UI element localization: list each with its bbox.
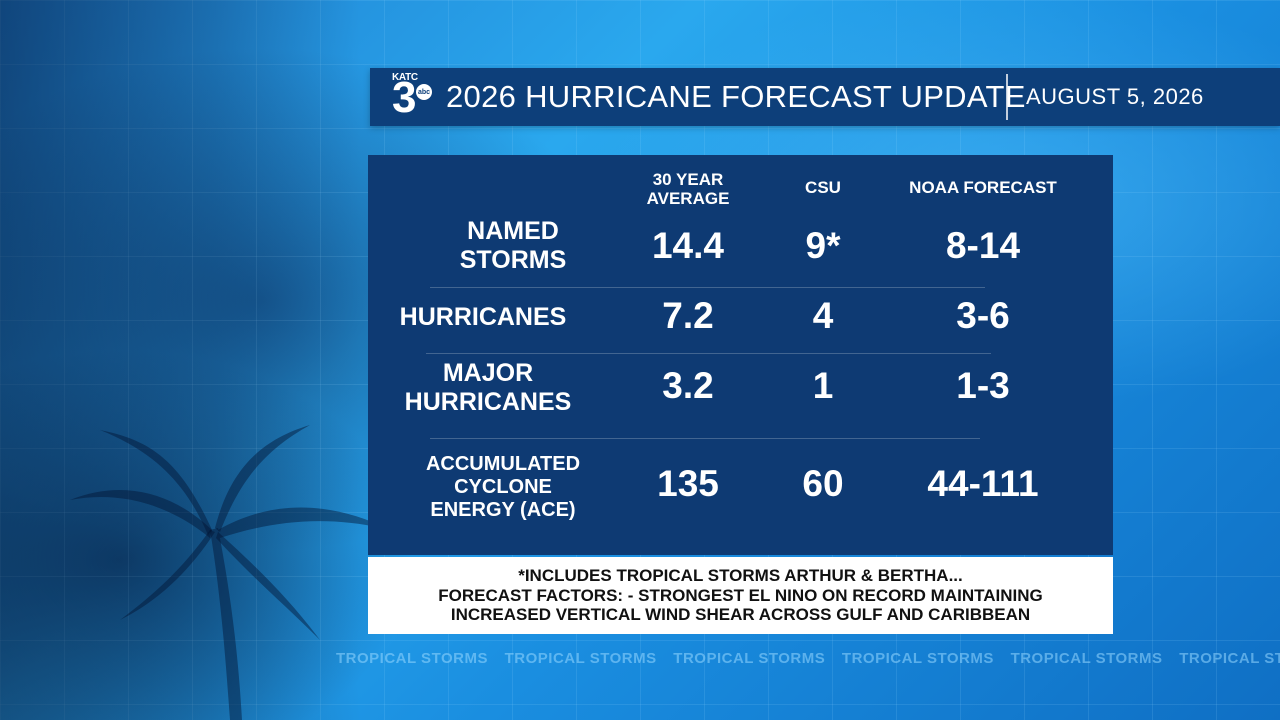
note-line-3: INCREASED VERTICAL WIND SHEAR ACROSS GUL… — [450, 605, 1031, 625]
row-label-hurricanes: HURRICANES — [399, 303, 567, 331]
cell-hurricanes-noaa: 3-6 — [956, 295, 1010, 336]
logo-network: abc — [416, 84, 432, 100]
cell-named-storms-average: 14.4 — [651, 225, 724, 266]
ticker-text: TROPICAL STORMS — [1179, 650, 1280, 667]
logo-number: 3 — [392, 73, 417, 122]
cell-ace-noaa: 44-111 — [927, 463, 1039, 504]
cell-major-hurricanes-csu: 1 — [812, 365, 834, 406]
header-date: AUGUST 5, 2026 — [1026, 84, 1204, 109]
page-title: 2026 HURRICANE FORECAST UPDATE — [446, 79, 1026, 114]
row-divider — [426, 353, 991, 354]
note-line-1: *INCLUDES TROPICAL STORMS ARTHUR & BERTH… — [518, 566, 963, 586]
cell-major-hurricanes-average: 3.2 — [662, 365, 714, 406]
note-line-2: FORECAST FACTORS: - STRONGEST EL NINO ON… — [438, 585, 1043, 605]
ticker-text: TROPICAL STORMS — [841, 650, 994, 667]
row-label-major-hurricanes: MAJOR HURRICANES — [404, 359, 572, 416]
cell-ace-csu: 60 — [802, 463, 844, 504]
station-logo: 3 KATC abc — [390, 72, 434, 122]
palm-tree-silhouette-icon — [70, 425, 390, 720]
row-divider — [430, 287, 985, 288]
cell-ace-average: 135 — [657, 463, 719, 504]
column-header-30-year-average: 30 YEAR AVERAGE — [646, 170, 730, 208]
row-label-named-storms: NAMED STORMS — [459, 217, 567, 274]
header-bar: 3 KATC abc 2026 HURRICANE FORECAST UPDAT… — [370, 68, 1280, 126]
ticker-text: TROPICAL STORMS — [336, 650, 488, 667]
cell-major-hurricanes-noaa: 1-3 — [956, 365, 1010, 406]
logo-call-sign: KATC — [392, 72, 418, 83]
forecast-table: 30 YEAR AVERAGE CSU NOAA FORECAST NAMED … — [368, 155, 1113, 555]
header-divider — [1006, 74, 1008, 120]
row-label-ace: ACCUMULATED CYCLONE ENERGY (ACE) — [425, 453, 581, 521]
column-header-noaa-forecast: NOAA FORECAST — [909, 178, 1057, 197]
row-divider — [430, 438, 980, 439]
cell-named-storms-csu: 9* — [805, 225, 841, 266]
ticker-text: TROPICAL STORMS — [504, 650, 657, 667]
ticker-text: TROPICAL STORMS — [1010, 650, 1163, 667]
background-ticker: TROPICAL STORMS TROPICAL STORMS TROPICAL… — [336, 650, 1280, 667]
cell-hurricanes-csu: 4 — [812, 295, 834, 336]
cell-named-storms-noaa: 8-14 — [945, 225, 1021, 266]
cell-hurricanes-average: 7.2 — [662, 295, 714, 336]
forecast-notes: *INCLUDES TROPICAL STORMS ARTHUR & BERTH… — [368, 557, 1113, 634]
storm-cloud-shadow — [0, 0, 360, 720]
ticker-text: TROPICAL STORMS — [673, 650, 826, 667]
column-header-csu: CSU — [805, 178, 841, 197]
